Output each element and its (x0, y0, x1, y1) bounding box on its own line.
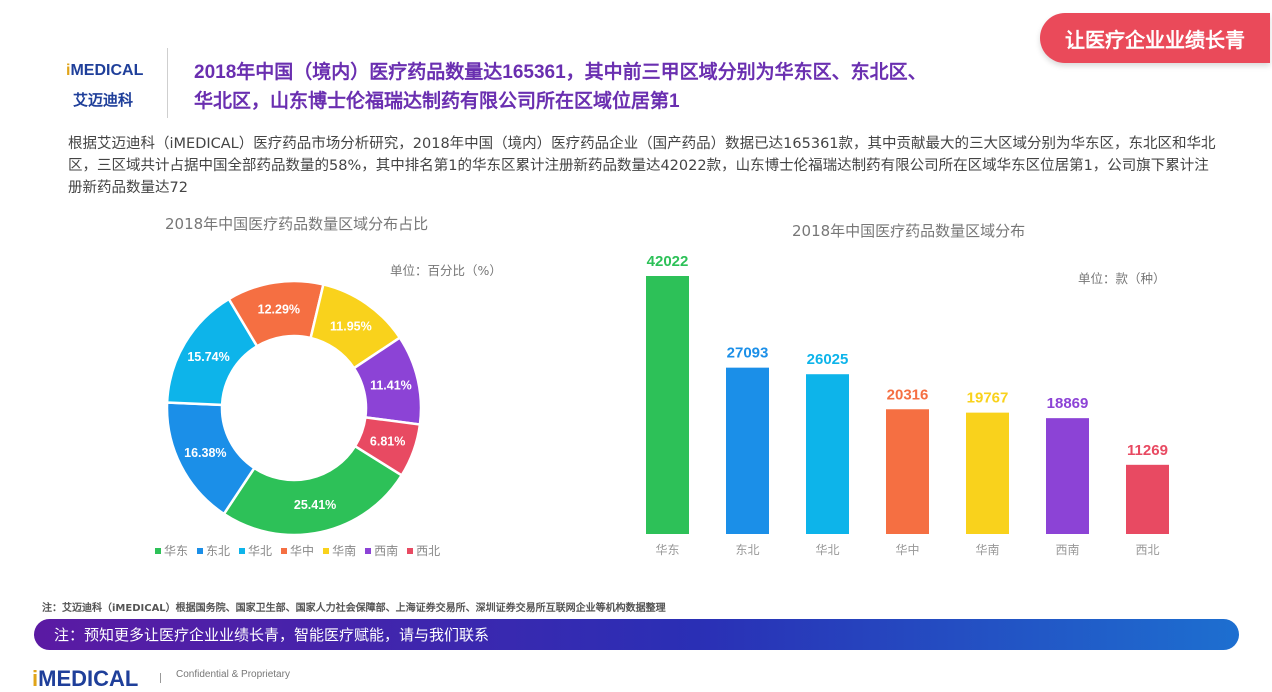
legend-item: 华北 (239, 542, 272, 559)
bar-华北 (806, 374, 849, 534)
x-tick-label: 华中 (895, 542, 919, 557)
x-tick-label: 东北 (735, 543, 759, 557)
bar-value-label: 19767 (967, 390, 1009, 407)
legend-item: 东北 (197, 542, 230, 559)
legend-label: 华南 (332, 544, 357, 558)
legend-item: 华中 (281, 542, 314, 559)
legend-item: 西南 (365, 542, 398, 559)
bar-西南 (1046, 418, 1089, 534)
footer-confidential: Confidential & Proprietary (176, 669, 290, 680)
legend-swatch (407, 547, 414, 554)
contact-banner[interactable]: 注：预知更多让医疗企业业绩长青，智能医疗赋能，请与我们联系 (34, 619, 1239, 650)
description-paragraph: 根据艾迈迪科（iMEDICAL）医疗药品市场分析研究，2018年中国（境内）医疗… (68, 136, 1216, 196)
legend-label: 华北 (248, 544, 273, 558)
legend-swatch (365, 547, 372, 554)
bar-chart: 42022 华东 27093 东北 26025 华北 20316 华中 19767 华南 18869… (646, 253, 1169, 557)
bar-value-label: 26025 (807, 351, 849, 368)
x-tick-label: 华南 (975, 542, 999, 557)
legend-label: 西北 (416, 544, 441, 558)
legend-swatch (155, 547, 161, 554)
x-tick-label: 华北 (815, 543, 839, 557)
x-tick-label: 华东 (655, 543, 679, 557)
donut-slice-6 (353, 415, 422, 478)
legend-swatch (323, 547, 330, 554)
legend-item: 华东 (155, 542, 188, 559)
bar-chart-title: 2018年中国医疗药品数量区域分布 (792, 222, 1026, 240)
bar-value-label: 20316 (887, 386, 929, 403)
donut-slice-label: 11.41% (370, 379, 412, 393)
legend-label: 华中 (290, 544, 315, 558)
x-tick-label: 西北 (1135, 543, 1159, 557)
bar-chart-unit: 单位：款（种） (1078, 271, 1166, 286)
bar-华东 (646, 276, 689, 534)
legend-swatch (239, 547, 246, 554)
legend-label: 华东 (164, 544, 189, 558)
donut-slice-label: 16.38% (184, 446, 226, 460)
donut-slice-label: 15.74% (187, 350, 229, 364)
donut-chart-unit: 单位：百分比（%） (390, 263, 502, 278)
bar-value-label: 18869 (1047, 395, 1089, 412)
bar-value-label: 42022 (647, 253, 689, 270)
donut-slice-0 (222, 444, 404, 537)
bar-华南 (966, 412, 1009, 534)
bar-东北 (726, 367, 769, 534)
donut-slice-label: 11.95% (330, 319, 372, 333)
bar-value-label: 11269 (1127, 442, 1168, 459)
brand-name-cn: 艾迈迪科 (73, 91, 134, 109)
donut-slice-label: 12.29% (258, 303, 300, 317)
title-line-1: 2018年中国（境内）医疗药品数量达165361，其中前三甲区域分别为华东区、东… (194, 62, 927, 83)
x-tick-label: 西南 (1055, 542, 1079, 557)
header-divider (167, 48, 168, 118)
slogan-badge: 让医疗企业业绩长青 (1040, 13, 1270, 63)
donut-slice-label: 25.41% (294, 498, 336, 512)
brand-logo: iMEDICAL (66, 62, 144, 79)
legend-swatch (197, 547, 204, 554)
donut-chart: 25.41% 16.38% 15.74% 12.29% 11.95% 11.41% 6.81… (165, 279, 423, 537)
bar-value-label: 27093 (727, 345, 769, 362)
legend-item: 西北 (407, 542, 440, 559)
source-note: 注：艾迈迪科（iMEDICAL）根据国务院、国家卫生部、国家人力社会保障部、上海… (42, 603, 666, 614)
donut-chart-title: 2018年中国医疗药品数量区域分布占比 (165, 215, 429, 233)
bar-西北 (1126, 464, 1169, 534)
legend-swatch (281, 547, 288, 554)
footer-divider (160, 673, 161, 683)
footer-logo: iMEDICAL (32, 666, 139, 691)
page-title: 2018年中国（境内）医疗药品数量达165361，其中前三甲区域分别为华东区、东… (194, 58, 1054, 116)
title-line-2: 华北区，山东博士伦福瑞达制药有限公司所在区域位居第1 (194, 91, 680, 112)
donut-slice-label: 6.81% (370, 435, 405, 449)
legend-label: 东北 (206, 544, 231, 558)
donut-legend: 华东 东北 华北 华中 华南 西南 西北 (155, 542, 440, 559)
bar-华中 (886, 409, 929, 534)
legend-label: 西南 (374, 544, 399, 558)
legend-item: 华南 (323, 542, 356, 559)
